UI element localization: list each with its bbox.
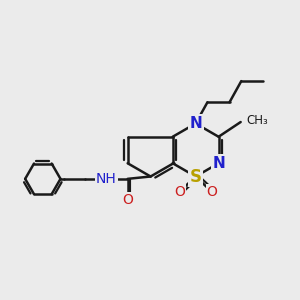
Text: N: N [212,156,225,171]
Text: CH₃: CH₃ [246,114,268,127]
Text: O: O [206,185,217,199]
Text: NH: NH [96,172,117,186]
Text: O: O [122,193,133,207]
Text: S: S [190,167,202,185]
Text: N: N [189,116,202,131]
Text: O: O [174,185,185,199]
